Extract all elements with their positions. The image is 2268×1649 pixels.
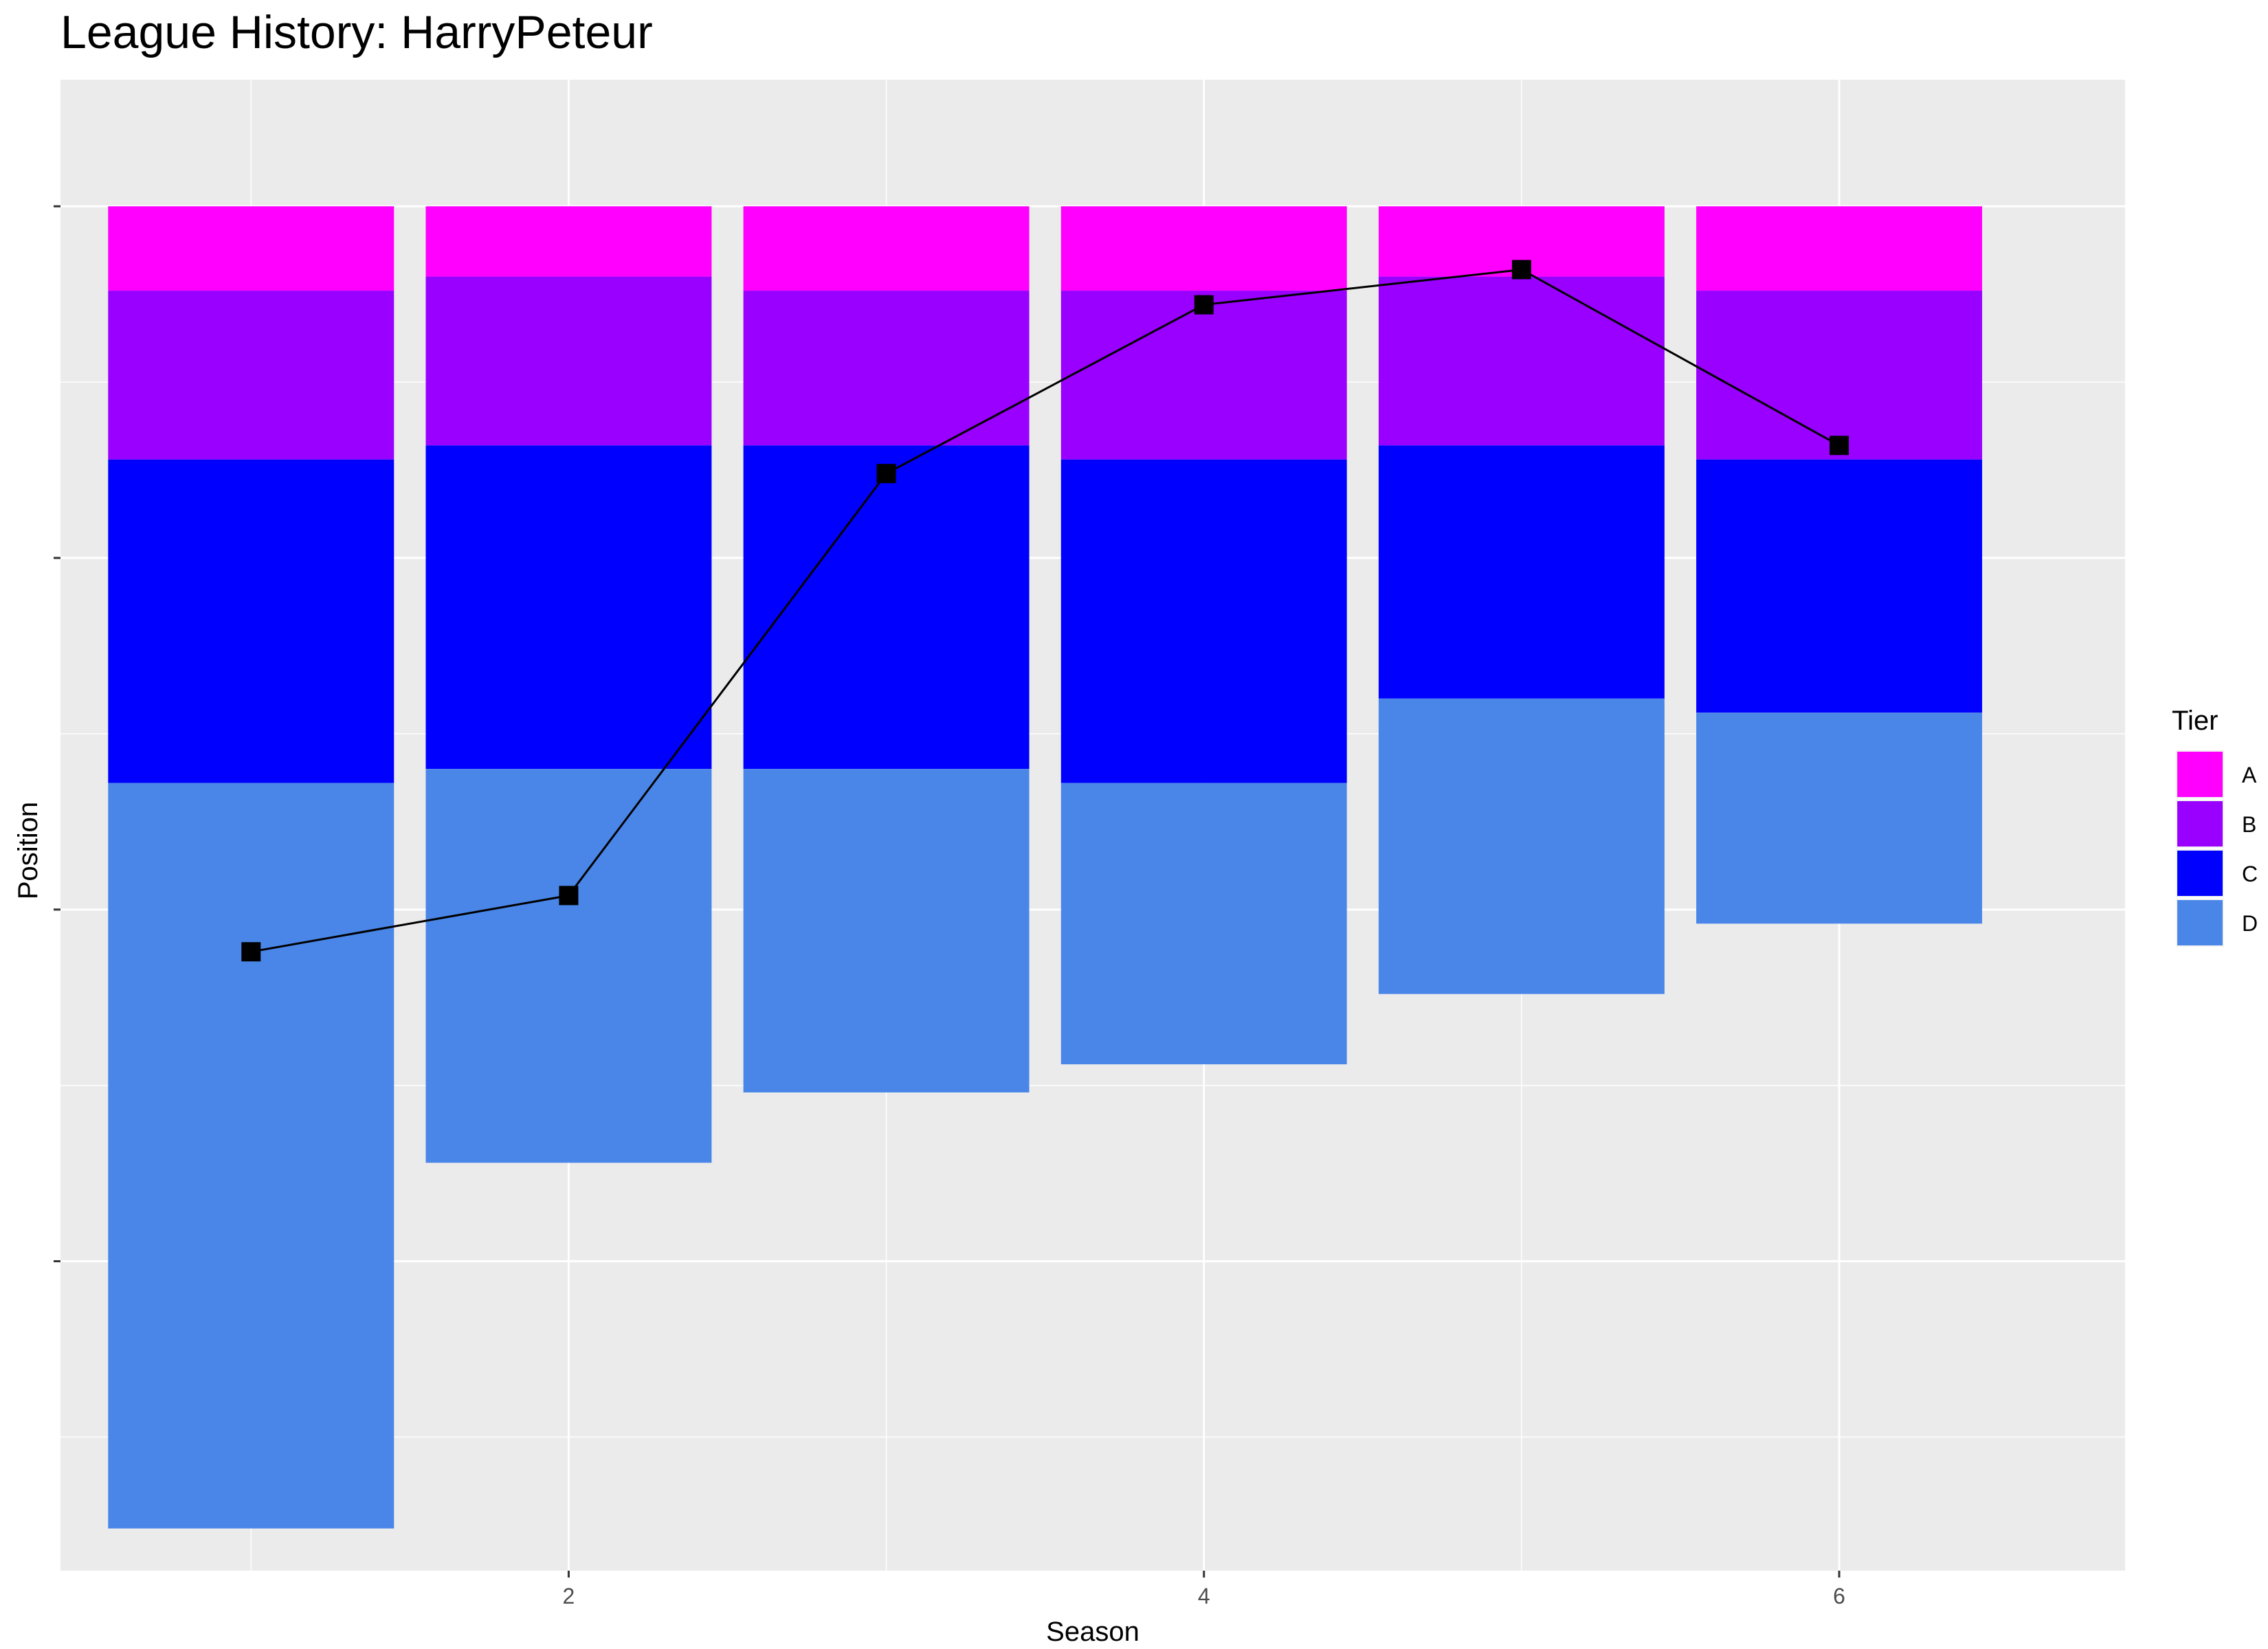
bar-segment-tier-a-season-6 (1696, 206, 1983, 291)
legend-label-c: C (2242, 862, 2258, 886)
position-point-season-6 (1830, 436, 1849, 456)
position-point-season-1 (241, 942, 261, 962)
bar-segment-tier-d-season-4 (1060, 783, 1347, 1065)
bar-segment-tier-b-season-5 (1378, 276, 1665, 446)
bar-segment-tier-c-season-6 (1696, 459, 1983, 713)
x-tick-label: 4 (1198, 1584, 1210, 1608)
legend-title: Tier (2172, 706, 2218, 736)
bar-segment-tier-b-season-1 (108, 291, 394, 460)
bar-segment-tier-d-season-6 (1696, 713, 1983, 924)
legend-swatch-c (2177, 851, 2223, 896)
x-tick-label: 2 (563, 1584, 575, 1608)
bar-segment-tier-c-season-5 (1378, 445, 1665, 699)
bar-segment-tier-b-season-6 (1696, 291, 1983, 460)
y-axis-label: Position (13, 802, 43, 899)
x-axis-label: Season (1046, 1617, 1139, 1647)
position-point-season-5 (1511, 260, 1531, 280)
chart-title: League History: HarryPeteur (60, 6, 653, 58)
legend-label-d: D (2242, 911, 2258, 936)
bar-segment-tier-d-season-2 (425, 769, 712, 1163)
bar-segment-tier-a-season-4 (1060, 206, 1347, 291)
legend-swatch-d (2177, 900, 2223, 945)
position-line-path (251, 268, 1840, 953)
bar-segment-tier-c-season-2 (425, 445, 712, 770)
position-point-season-4 (1194, 295, 1214, 315)
legend-label-a: A (2242, 763, 2257, 787)
bar-segment-tier-b-season-3 (743, 291, 1030, 446)
position-point-season-2 (559, 886, 579, 906)
tier-bars (108, 206, 1983, 1529)
bar-segment-tier-d-season-1 (108, 783, 394, 1529)
bar-segment-tier-a-season-3 (743, 206, 1030, 291)
legend-swatch-a (2177, 752, 2223, 797)
bar-segment-tier-c-season-4 (1060, 459, 1347, 783)
legend-swatch-b (2177, 801, 2223, 846)
bar-segment-tier-d-season-3 (743, 769, 1030, 1092)
bar-segment-tier-c-season-3 (743, 445, 1030, 770)
x-tick-label: 6 (1833, 1584, 1845, 1608)
bar-segment-tier-a-season-1 (108, 206, 394, 291)
bar-segment-tier-c-season-1 (108, 459, 394, 783)
legend: Tier A B C D (2172, 706, 2258, 947)
bar-segment-tier-b-season-4 (1060, 291, 1347, 460)
position-point-season-3 (876, 464, 896, 484)
bar-segment-tier-b-season-2 (425, 276, 712, 446)
position-line (241, 260, 1849, 962)
axes: 2 4 6 (54, 205, 1845, 1608)
legend-label-b: B (2242, 812, 2256, 837)
bar-segment-tier-a-season-2 (425, 206, 712, 277)
bar-segment-tier-d-season-5 (1378, 698, 1665, 994)
